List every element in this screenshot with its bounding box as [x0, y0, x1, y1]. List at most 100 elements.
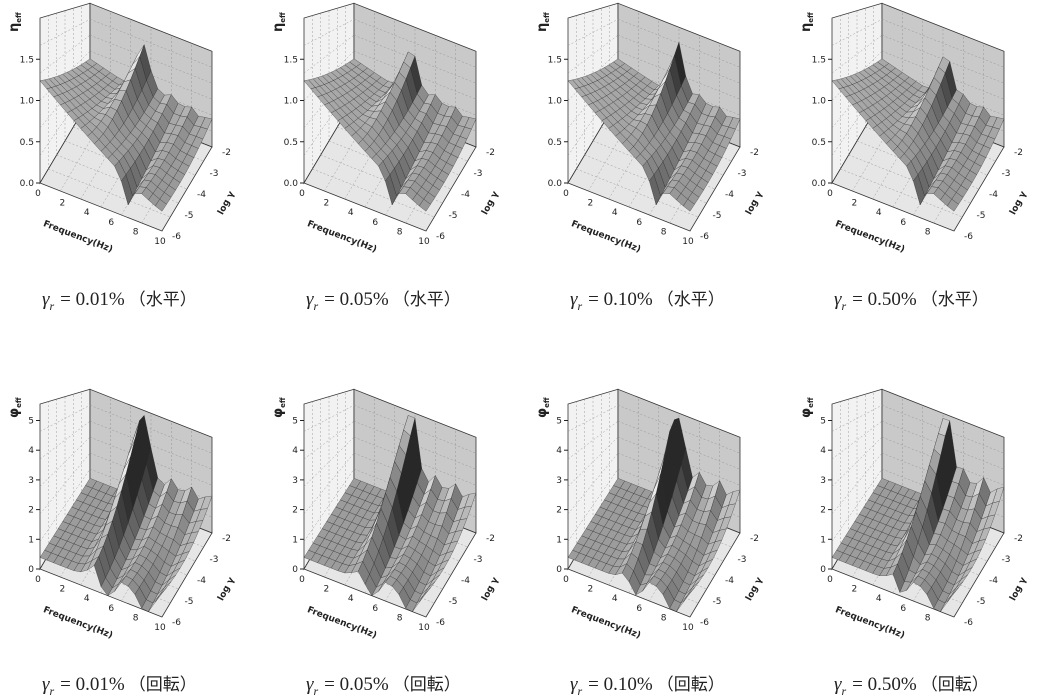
gamma-tick-label: -3	[474, 169, 483, 179]
frequency-axis-label: Frequency(Hz)	[42, 219, 114, 255]
z-axis-subscript: eff	[543, 12, 551, 23]
z-tick-label: 1.5	[284, 55, 298, 65]
frequency-tick-label: 10	[418, 237, 430, 247]
frequency-tick-label: 0	[299, 575, 305, 585]
frequency-tick-label: 2	[60, 585, 66, 595]
frequency-tick-label: 6	[372, 218, 378, 228]
gamma-tick-label: -6	[436, 618, 445, 628]
z-tick-label: 0	[820, 565, 826, 575]
gamma-tick-label: -6	[172, 232, 181, 242]
caption-value: = 0.01%	[60, 674, 125, 695]
surface-plot: 012345φeff0246810Frequency(Hz)-2-3-4-5-6…	[271, 389, 501, 698]
z-axis-label: φeff	[271, 397, 287, 418]
z-axis-label: φeff	[535, 397, 551, 418]
frequency-tick-label: 8	[925, 613, 931, 623]
frequency-tick-label: 6	[900, 218, 906, 228]
gamma-tick-label: -2	[750, 534, 759, 544]
gamma-tick-label: -6	[700, 618, 709, 628]
caption: γr= 0.50%（回転）	[834, 674, 989, 698]
surface-plot: 0.00.51.01.5ηeff0246810Frequency(Hz)-2-3…	[271, 3, 501, 313]
gamma-tick-label: -4	[461, 576, 470, 586]
surface-plot: 012345φeff02468Frequency(Hz)-2-3-4-5-6lo…	[799, 389, 1029, 698]
surface-plot: 0.00.51.01.5ηeff0246810Frequency(Hz)-2-3…	[7, 3, 237, 313]
frequency-axis-label: Frequency(Hz)	[570, 219, 642, 255]
gamma-tick-label: -4	[197, 576, 206, 586]
gamma-tick-label: -2	[1014, 148, 1023, 158]
frequency-tick-label: 4	[348, 594, 354, 604]
frequency-tick-label: 10	[154, 623, 166, 633]
gamma-tick-label: -5	[713, 597, 722, 607]
frequency-axis-label: Frequency(Hz)	[834, 605, 906, 641]
z-tick-label: 0.0	[548, 179, 563, 189]
z-axis-symbol: η	[799, 23, 814, 32]
frequency-tick-label: 6	[108, 604, 114, 614]
frequency-tick-label: 8	[661, 227, 667, 237]
surface-plot: 012345φeff0246810Frequency(Hz)-2-3-4-5-6…	[7, 389, 237, 698]
z-tick-label: 0	[28, 565, 34, 575]
gamma-tick-label: -2	[486, 148, 495, 158]
frequency-tick-label: 4	[612, 594, 618, 604]
gamma-axis-label: log γ	[480, 576, 501, 603]
frequency-tick-label: 8	[133, 227, 139, 237]
z-tick-label: 1.0	[812, 97, 827, 107]
gamma-axis-label: log γ	[744, 576, 765, 603]
frequency-tick-label: 6	[108, 218, 114, 228]
z-tick-label: 0	[292, 565, 298, 575]
frequency-tick-label: 6	[636, 218, 642, 228]
frequency-tick-label: 10	[682, 237, 694, 247]
caption: γr= 0.05%（回転）	[306, 674, 461, 698]
gamma-tick-label: -5	[977, 211, 986, 221]
gamma-tick-label: -2	[222, 148, 231, 158]
gamma-tick-label: -5	[185, 597, 194, 607]
gamma-axis-label: log γ	[1008, 190, 1029, 217]
z-tick-label: 5	[556, 417, 562, 427]
frequency-axis-label: Frequency(Hz)	[570, 605, 642, 641]
caption-subscript: r	[578, 684, 583, 698]
z-tick-label: 2	[556, 506, 562, 516]
caption-note: （水平）	[657, 290, 725, 310]
z-tick-label: 1.0	[284, 97, 299, 107]
figure: 0.00.51.01.5ηeff0246810Frequency(Hz)-2-3…	[0, 0, 1055, 698]
z-tick-label: 2	[292, 506, 298, 516]
z-axis-symbol: φ	[535, 408, 550, 418]
gamma-tick-label: -6	[964, 232, 973, 242]
gamma-tick-label: -2	[750, 148, 759, 158]
gamma-tick-label: -6	[700, 232, 709, 242]
frequency-tick-label: 2	[324, 585, 330, 595]
caption-subscript: r	[842, 299, 847, 313]
z-tick-label: 0.0	[20, 179, 35, 189]
gamma-tick-label: -2	[1014, 534, 1023, 544]
frequency-tick-label: 6	[900, 604, 906, 614]
gamma-tick-label: -5	[449, 597, 458, 607]
caption-subscript: r	[50, 684, 55, 698]
frequency-tick-label: 8	[397, 613, 403, 623]
caption-note: （回転）	[393, 675, 461, 695]
surface-plot: 0.00.51.01.5ηeff0246810Frequency(Hz)-2-3…	[535, 3, 765, 313]
frequency-tick-label: 2	[588, 199, 594, 209]
caption-value: = 0.50%	[852, 674, 917, 695]
z-tick-label: 1.5	[812, 55, 826, 65]
surface-plot: 012345φeff0246810Frequency(Hz)-2-3-4-5-6…	[535, 389, 765, 698]
z-axis-subscript: eff	[807, 12, 815, 23]
gamma-tick-label: -3	[1002, 555, 1011, 565]
gamma-tick-label: -6	[172, 618, 181, 628]
z-tick-label: 1	[556, 535, 562, 545]
frequency-tick-label: 8	[133, 613, 139, 623]
frequency-tick-label: 2	[60, 199, 66, 209]
z-tick-label: 2	[820, 506, 826, 516]
caption: γr= 0.05%（水平）	[306, 289, 461, 313]
z-tick-label: 0.0	[284, 179, 299, 189]
frequency-axis-label: Frequency(Hz)	[306, 219, 378, 255]
z-axis-label: ηeff	[535, 12, 551, 32]
gamma-tick-label: -2	[486, 534, 495, 544]
z-tick-label: 1	[292, 535, 298, 545]
frequency-tick-label: 8	[661, 613, 667, 623]
caption: γr= 0.50%（水平）	[834, 289, 989, 313]
gamma-axis-label: log γ	[216, 190, 237, 217]
z-tick-label: 0	[556, 565, 562, 575]
gamma-tick-label: -5	[713, 211, 722, 221]
frequency-tick-label: 4	[84, 208, 90, 218]
gamma-tick-label: -3	[210, 555, 219, 565]
frequency-tick-label: 8	[925, 227, 931, 237]
frequency-tick-label: 0	[299, 189, 305, 199]
